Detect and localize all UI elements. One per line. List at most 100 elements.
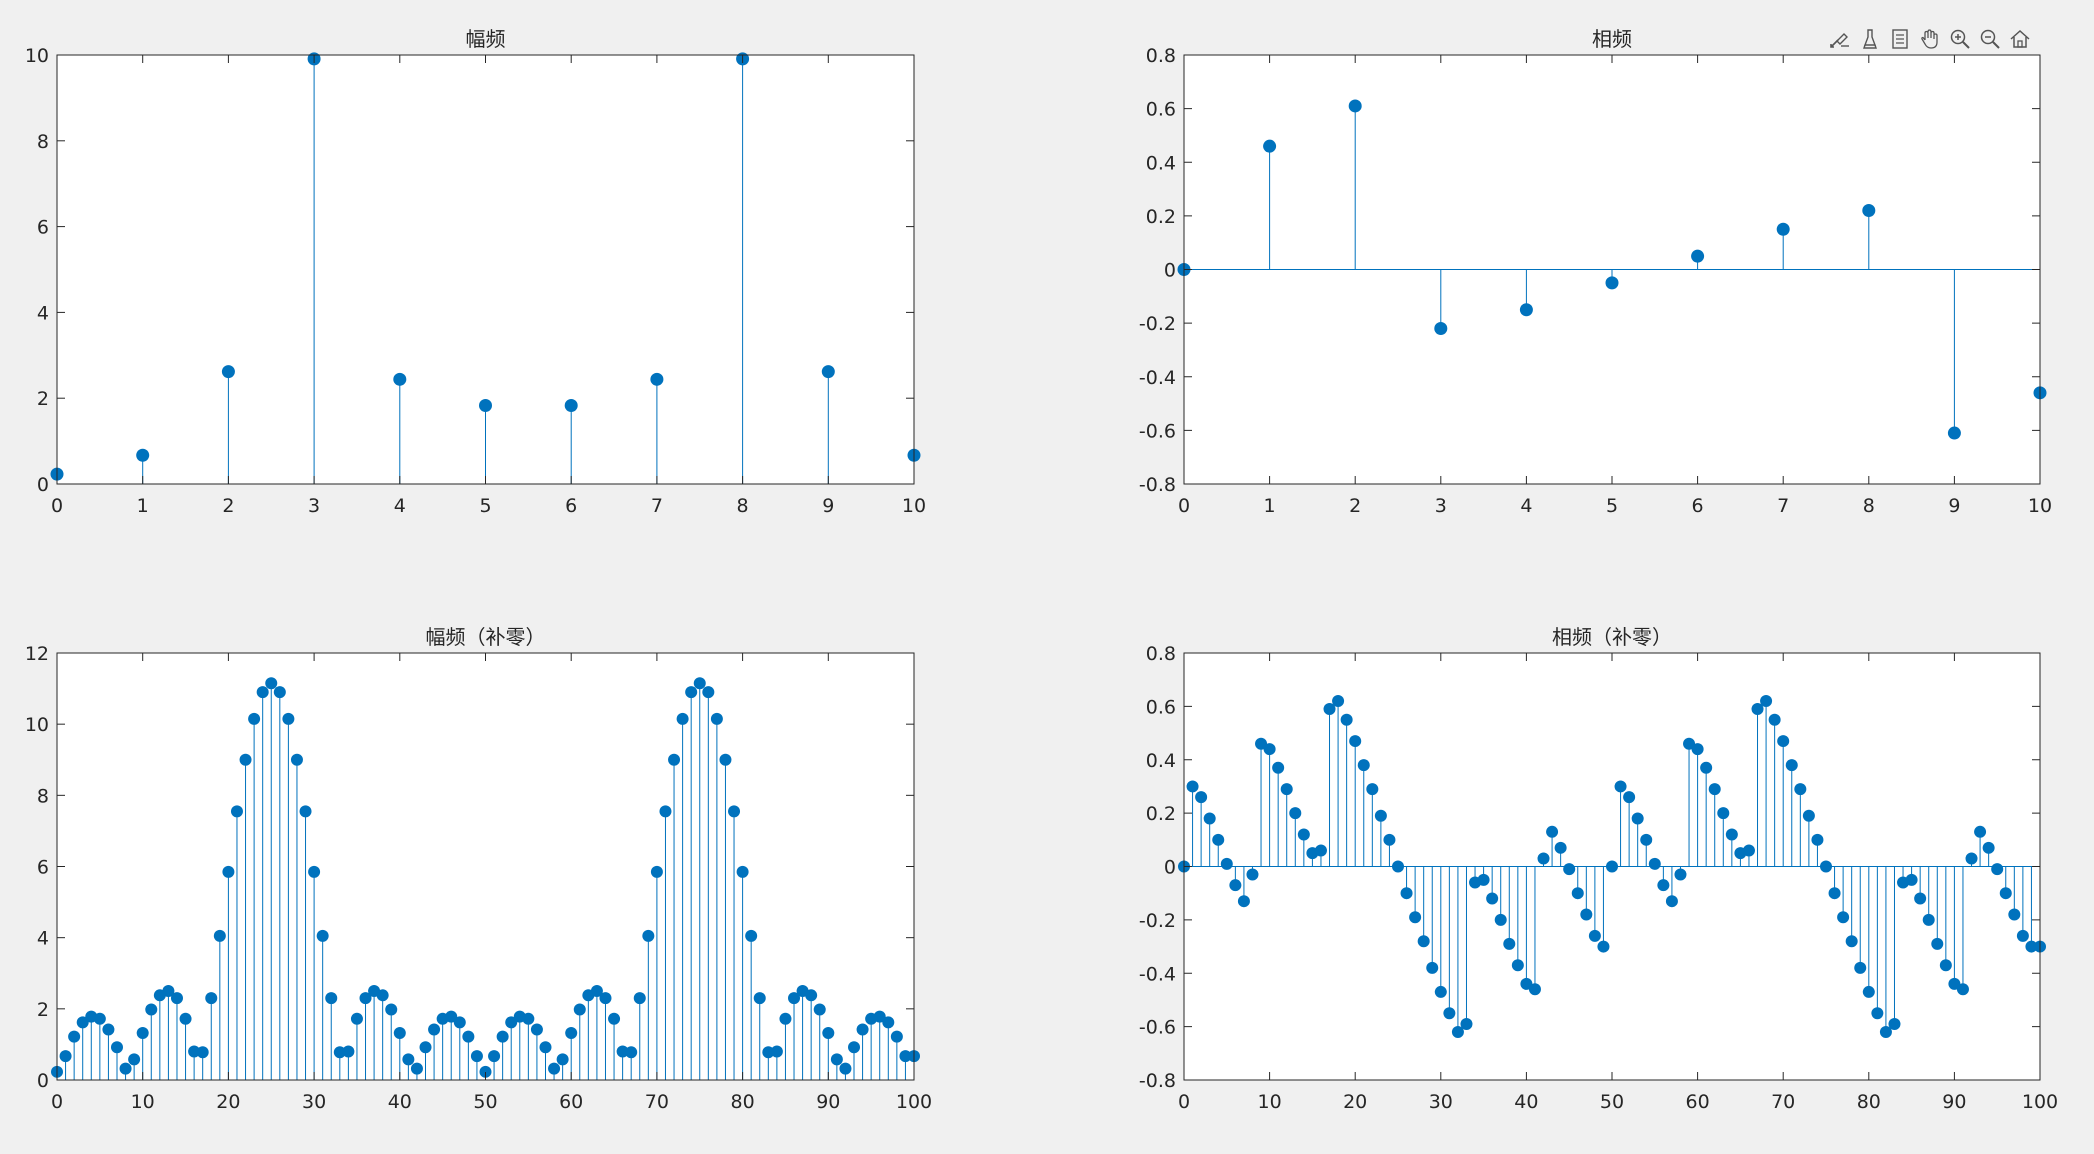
stem-marker xyxy=(59,1050,72,1063)
x-tick-label: 100 xyxy=(896,1091,932,1113)
stem-marker xyxy=(1212,833,1225,846)
stem-marker xyxy=(496,1030,509,1043)
data-tips-icon xyxy=(1892,29,1908,49)
stem-marker xyxy=(359,992,372,1005)
y-tick-label: 0.4 xyxy=(1146,750,1176,772)
stem-marker xyxy=(1374,809,1387,822)
axes-toolbar xyxy=(1826,24,2034,58)
zoom-in-icon xyxy=(1950,29,1970,49)
stem-marker xyxy=(1280,783,1293,796)
x-tick-label: 0 xyxy=(51,495,63,517)
stem-marker xyxy=(1580,908,1593,921)
stem-marker xyxy=(290,753,303,766)
stem-marker xyxy=(650,865,663,878)
x-tick-label: 8 xyxy=(1863,495,1875,517)
stem-marker xyxy=(179,1012,192,1025)
x-tick-label: 1 xyxy=(1264,495,1276,517)
stem-marker xyxy=(856,1023,869,1036)
x-tick-label: 3 xyxy=(1435,495,1447,517)
stem-marker xyxy=(1623,791,1636,804)
stem-marker xyxy=(1323,703,1336,716)
x-tick-label: 60 xyxy=(559,1091,583,1113)
x-tick-label: 20 xyxy=(216,1091,240,1113)
x-tick-label: 10 xyxy=(1258,1091,1282,1113)
stem-marker xyxy=(299,805,312,818)
y-tick-label: 12 xyxy=(25,643,49,665)
stem-marker xyxy=(728,805,741,818)
y-tick-label: 0.2 xyxy=(1146,803,1176,825)
stem-marker xyxy=(710,712,723,725)
y-tick-label: 4 xyxy=(37,302,49,324)
stem-marker xyxy=(1417,935,1430,948)
x-tick-label: 70 xyxy=(645,1091,669,1113)
stem-marker xyxy=(899,1050,912,1063)
stem-marker xyxy=(1751,703,1764,716)
stem-marker xyxy=(136,1027,149,1040)
stem-marker xyxy=(1956,983,1969,996)
edit-plot-button[interactable] xyxy=(1826,24,1854,54)
stem-marker xyxy=(1314,844,1327,857)
pan-button[interactable] xyxy=(1916,24,1944,54)
stem-marker xyxy=(1451,1025,1464,1038)
stem-marker xyxy=(1519,303,1533,317)
y-tick-label: 8 xyxy=(37,785,49,807)
stem-marker xyxy=(702,686,715,699)
x-tick-label: 40 xyxy=(388,1091,412,1113)
stem-marker xyxy=(170,992,183,1005)
stem-marker xyxy=(642,929,655,942)
stem-marker xyxy=(419,1041,432,1054)
y-tick-label: -0.6 xyxy=(1139,420,1176,442)
stem-marker xyxy=(1605,276,1619,290)
stem-marker xyxy=(239,753,252,766)
zoom-out-icon xyxy=(1980,29,2000,49)
x-tick-label: 6 xyxy=(1692,495,1704,517)
stem-marker xyxy=(1982,841,1995,854)
stem-marker xyxy=(1820,860,1832,873)
zoom-in-button[interactable] xyxy=(1946,24,1974,54)
stem-marker xyxy=(1760,695,1773,708)
y-tick-label: 10 xyxy=(25,714,49,736)
x-tick-label: 0 xyxy=(51,1091,63,1113)
x-tick-label: 100 xyxy=(2022,1091,2058,1113)
zoom-out-button[interactable] xyxy=(1976,24,2004,54)
y-tick-label: 10 xyxy=(25,45,49,67)
stem-marker xyxy=(1914,892,1927,905)
stem-marker xyxy=(1905,873,1918,886)
y-tick-label: -0.6 xyxy=(1139,1017,1176,1039)
stem-marker xyxy=(402,1053,415,1066)
stem-marker xyxy=(102,1023,115,1036)
stem-marker xyxy=(565,1027,578,1040)
edit-plot-icon xyxy=(1830,33,1849,48)
subplot-title: 相频（补零） xyxy=(1552,625,1672,649)
stem-marker xyxy=(1862,985,1875,998)
stem-marker xyxy=(1854,961,1867,974)
stem-marker xyxy=(633,992,646,1005)
x-tick-label: 7 xyxy=(1777,495,1789,517)
restore-view-button[interactable] xyxy=(2006,24,2034,54)
stem-marker xyxy=(685,686,698,699)
brush-button[interactable] xyxy=(1856,24,1884,54)
y-tick-label: 0 xyxy=(37,1070,49,1092)
y-tick-label: -0.8 xyxy=(1139,474,1176,496)
stem-marker xyxy=(1614,780,1627,793)
x-tick-label: 30 xyxy=(302,1091,326,1113)
stem-marker xyxy=(839,1062,852,1075)
data-tips-button[interactable] xyxy=(1886,24,1914,54)
stem-marker xyxy=(890,1030,903,1043)
stem-marker xyxy=(488,1050,501,1063)
stem-marker xyxy=(1965,852,1978,865)
stem-marker xyxy=(1674,868,1687,881)
x-tick-label: 80 xyxy=(1857,1091,1881,1113)
stem-marker xyxy=(221,365,235,379)
stem-marker xyxy=(1246,868,1259,881)
stem-marker xyxy=(770,1045,783,1058)
stem-marker xyxy=(205,992,218,1005)
stem-marker xyxy=(1220,857,1233,870)
stem-marker xyxy=(1802,809,1815,822)
stem-marker xyxy=(308,865,321,878)
stem-marker xyxy=(479,1065,492,1078)
stem-marker xyxy=(1400,887,1413,900)
stem-marker xyxy=(479,398,492,412)
stem-marker xyxy=(2025,940,2038,953)
stem-marker xyxy=(1537,852,1550,865)
